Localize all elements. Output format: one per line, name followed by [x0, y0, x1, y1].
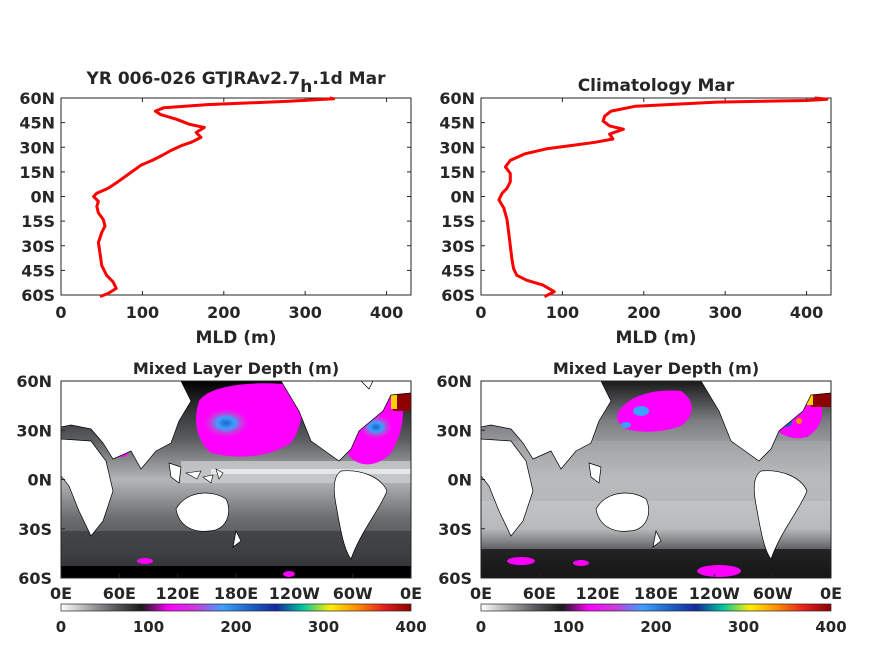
y-tick-label: 60N	[436, 372, 472, 391]
southern-deep-mld	[283, 571, 295, 577]
x-tick-label: 60W	[333, 584, 373, 603]
chart-title: YR 006-026 GTJRAv2.7h.1d Mar	[86, 69, 387, 97]
x-tick-label: 0	[475, 303, 486, 322]
profile-panel-1: 60N 45N 30N 15N 0N 15S 30S 45S 60S 0 100 200 300 400…	[19, 69, 412, 348]
chart-title: Mixed Layer Depth (m)	[133, 359, 339, 378]
continents	[481, 381, 831, 560]
colorbar-tick-label: 200	[640, 618, 671, 636]
southern-deep-mld	[573, 560, 589, 566]
x-tick-label: 0E	[470, 584, 492, 603]
y-tick-label: 30N	[436, 421, 472, 440]
colorbar-tick-label: 100	[553, 618, 584, 636]
x-tick-label: 100	[126, 303, 159, 322]
y-tick-label: 30S	[438, 520, 472, 539]
north-pacific-core	[204, 409, 248, 437]
x-tick-label: 400	[790, 303, 823, 322]
southern-deep-mld	[137, 558, 153, 564]
north-pacific-core	[633, 406, 649, 416]
north-pacific-deep-mld	[196, 383, 303, 457]
colorbar-tick-label: 400	[815, 618, 846, 636]
y-tick-label: 15S	[441, 212, 475, 231]
southern-deep-mld	[507, 557, 535, 565]
southern-deep-mld	[697, 565, 741, 577]
y-tick-label: 45N	[19, 114, 55, 133]
y-tick-label: 0N	[450, 188, 475, 207]
x-tick-label: 60W	[753, 584, 793, 603]
x-tick-label: 100	[546, 303, 579, 322]
y-tick-label: 15N	[19, 163, 55, 182]
colorbar-tick-label: 200	[220, 618, 251, 636]
profile-panel-2: 60N 45N 30N 15N 0N 15S 30S 45S 60S 0 100 200 300 400…	[439, 76, 832, 348]
x-tick-label: 0E	[820, 584, 842, 603]
y-tick-label: 60N	[439, 89, 475, 108]
y-tick-label: 60S	[438, 569, 472, 588]
y-tick-label: 0N	[27, 471, 52, 490]
y-tick-label: 30S	[21, 237, 55, 256]
labrador-hotspot-point	[796, 418, 802, 424]
north-pacific-core	[621, 422, 631, 428]
y-tick-label: 30N	[16, 421, 52, 440]
x-tick-label: 180E	[214, 584, 258, 603]
x-tick-label: 60E	[523, 584, 556, 603]
x-tick-label: 120E	[156, 584, 200, 603]
y-tick-label: 0N	[447, 471, 472, 490]
map-panel-1: Mixed Layer Depth (m)	[16, 359, 426, 636]
colorbar	[480, 603, 832, 612]
y-tick-label: 30S	[441, 237, 475, 256]
chart-title: Climatology Mar	[578, 76, 735, 96]
map-panel-2: Mixed Layer Depth (m)	[436, 359, 846, 636]
colorbar-tick-label: 0	[56, 618, 66, 636]
colorbar-tick-label: 0	[476, 618, 486, 636]
x-tick-label: 200	[207, 303, 240, 322]
x-tick-label: 300	[288, 303, 321, 322]
x-tick-label: 400	[370, 303, 403, 322]
north-pacific-deep-mld	[617, 390, 692, 432]
y-tick-label: 30S	[18, 520, 52, 539]
y-tick-label: 15S	[21, 212, 55, 231]
y-tick-label: 45S	[21, 261, 55, 280]
axes-frame	[60, 97, 412, 296]
x-tick-label: 0E	[400, 584, 422, 603]
x-tick-label: 180E	[634, 584, 678, 603]
axes-frame	[480, 97, 832, 296]
x-tick-label: 120W	[689, 584, 740, 603]
equatorial-line	[211, 469, 411, 474]
maritime-continent	[185, 468, 224, 484]
x-axis-label: MLD (m)	[615, 328, 696, 348]
x-tick-label: 0	[55, 303, 66, 322]
chart-title: Mixed Layer Depth (m)	[553, 359, 759, 378]
continents	[61, 381, 411, 560]
y-tick-label: 30N	[19, 138, 55, 157]
colorbar-tick-label: 300	[308, 618, 339, 636]
colorbar-tick-label: 100	[133, 618, 164, 636]
colorbar-tick-label: 400	[395, 618, 426, 636]
y-tick-label: 60S	[21, 286, 55, 305]
mld-profile-line	[497, 96, 829, 298]
colorbar	[60, 603, 412, 612]
y-tick-label: 0N	[30, 188, 55, 207]
x-tick-label: 60E	[103, 584, 136, 603]
y-tick-label: 60S	[18, 569, 52, 588]
southern-band	[481, 549, 831, 578]
x-tick-label: 0E	[50, 584, 72, 603]
x-tick-label: 300	[708, 303, 741, 322]
x-axis-label: MLD (m)	[195, 328, 276, 348]
y-tick-label: 60S	[441, 286, 475, 305]
y-tick-label: 45S	[441, 261, 475, 280]
x-tick-label: 120W	[269, 584, 320, 603]
x-tick-label: 200	[627, 303, 660, 322]
labrador-hotspot-ring	[391, 383, 397, 409]
colorbar-tick-label: 300	[728, 618, 759, 636]
y-tick-label: 45N	[439, 114, 475, 133]
y-tick-label: 30N	[439, 138, 475, 157]
y-tick-label: 60N	[19, 89, 55, 108]
southern-dark	[61, 566, 411, 578]
y-tick-label: 60N	[16, 372, 52, 391]
x-tick-label: 120E	[576, 584, 620, 603]
y-tick-label: 15N	[439, 163, 475, 182]
mld-profile-line	[92, 96, 336, 298]
